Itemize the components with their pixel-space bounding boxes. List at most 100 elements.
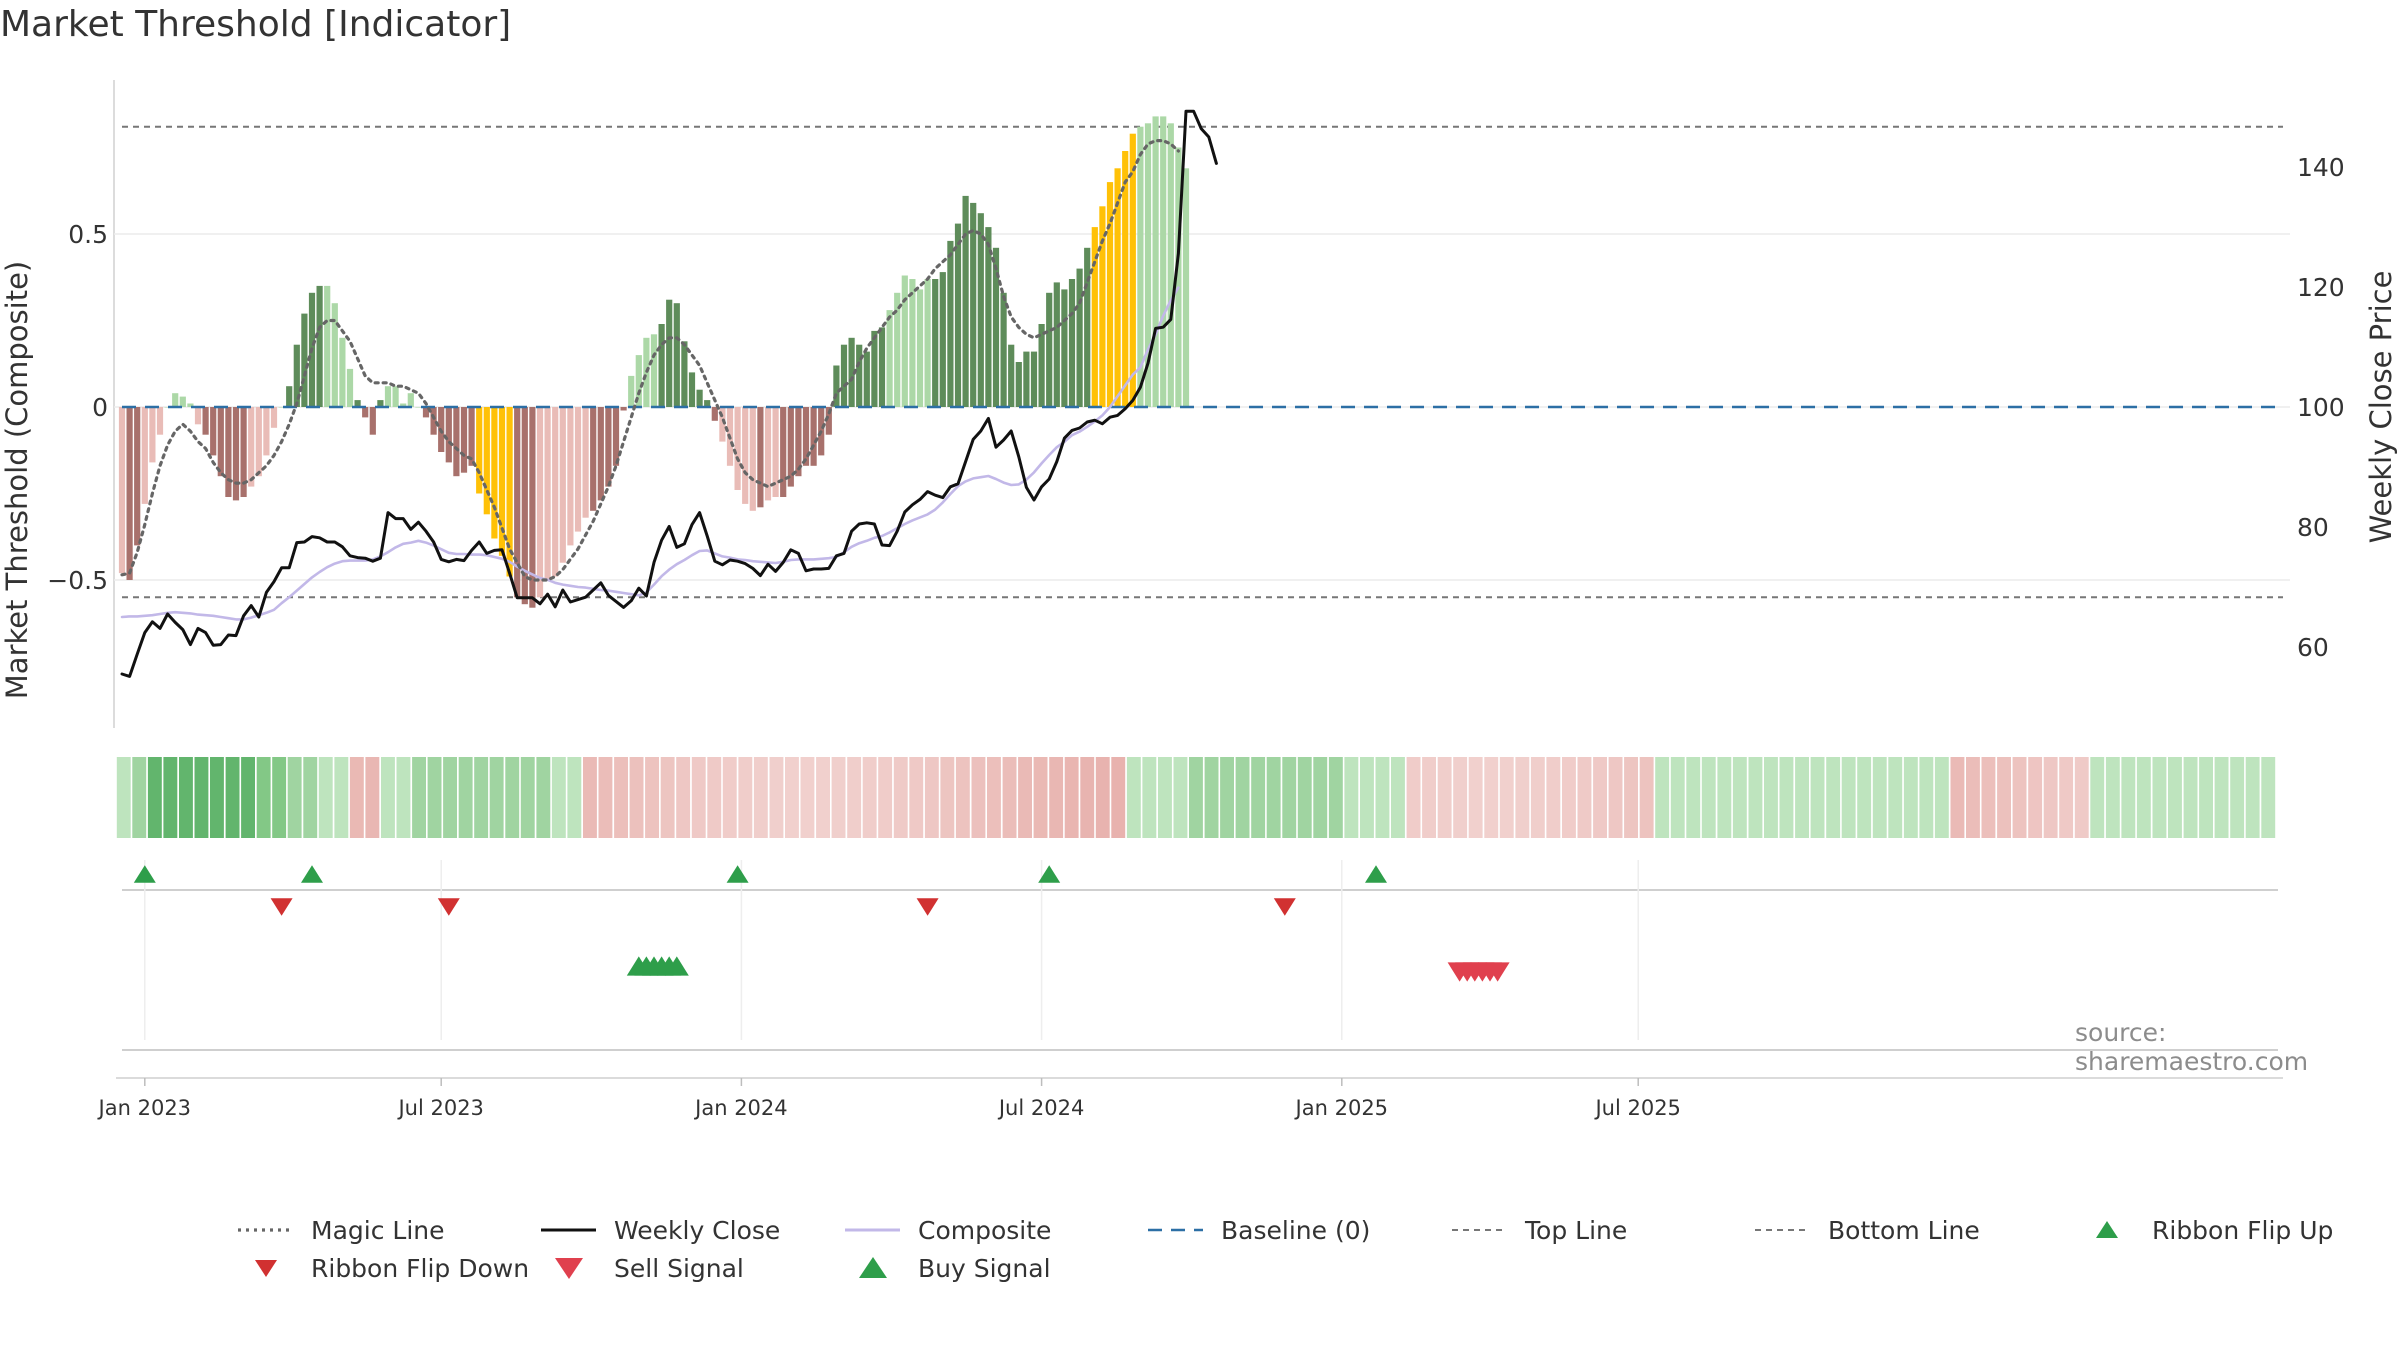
composite-bar bbox=[460, 407, 468, 473]
ribbon-segment bbox=[1701, 757, 1716, 838]
x-tick-label: Jan 2024 bbox=[693, 1096, 788, 1120]
ribbon-flip-down-marker bbox=[437, 898, 460, 916]
weekly-close-line bbox=[120, 109, 1218, 678]
composite-bar bbox=[916, 289, 924, 407]
composite-bar bbox=[894, 292, 901, 407]
ribbon-segment bbox=[2183, 757, 2198, 838]
composite-bar bbox=[1152, 116, 1159, 408]
ribbon-segment bbox=[660, 757, 675, 838]
ribbon-segment bbox=[334, 757, 349, 838]
y-left-tick-label: −0.5 bbox=[47, 566, 108, 595]
composite-bar bbox=[962, 195, 969, 407]
ribbon-segment bbox=[287, 757, 302, 838]
composite-bar bbox=[331, 303, 338, 407]
composite-bar bbox=[498, 407, 506, 556]
ribbon-segment bbox=[707, 757, 722, 838]
composite-bar bbox=[650, 334, 658, 407]
composite-bar bbox=[529, 407, 536, 608]
composite-bar bbox=[217, 407, 224, 477]
ribbon-segment bbox=[2230, 757, 2245, 838]
composite-bar bbox=[863, 351, 870, 407]
ribbon-segment bbox=[1670, 757, 1685, 838]
composite-bar bbox=[1114, 168, 1121, 407]
ribbon-segment bbox=[1328, 757, 1343, 838]
composite-bar bbox=[1144, 123, 1152, 408]
composite-bar bbox=[324, 285, 331, 407]
legend-label: Bottom Line bbox=[1828, 1216, 1980, 1245]
composite-bar bbox=[286, 386, 293, 407]
composite-bar bbox=[468, 407, 475, 466]
composite-bar bbox=[544, 407, 551, 580]
composite-bar bbox=[164, 407, 171, 408]
ribbon-segment bbox=[722, 757, 737, 838]
composite-bar bbox=[1061, 289, 1068, 407]
composite-bar bbox=[590, 407, 597, 511]
composite-bar bbox=[172, 393, 179, 407]
ribbon-segment bbox=[691, 757, 706, 838]
ribbon-segment bbox=[1095, 757, 1110, 838]
composite-bar bbox=[240, 407, 247, 497]
ribbon-segment bbox=[1375, 757, 1390, 838]
ribbon-segment bbox=[893, 757, 908, 838]
legend-item: Baseline (0) bbox=[1148, 1216, 1370, 1245]
ribbon-segment bbox=[971, 757, 986, 838]
chart-title: Market Threshold [Indicator] bbox=[0, 4, 512, 45]
ribbon-segment bbox=[1018, 757, 1032, 838]
ribbon-segment bbox=[1158, 757, 1172, 838]
y-left-tick-label: 0 bbox=[92, 393, 108, 422]
ribbon-segment bbox=[2136, 757, 2151, 838]
composite-bar bbox=[552, 407, 559, 577]
composite-bar bbox=[126, 407, 133, 580]
ribbon-segment bbox=[1282, 757, 1297, 838]
y-right-tick-label: 140 bbox=[2297, 153, 2345, 182]
composite-bar bbox=[795, 407, 802, 477]
ribbon-segment bbox=[505, 757, 520, 838]
ribbon-segment bbox=[474, 757, 489, 838]
composite-bar bbox=[1099, 206, 1106, 407]
ribbon-segment bbox=[1220, 757, 1234, 838]
ribbon-segment bbox=[785, 757, 799, 838]
ribbon-segment bbox=[831, 757, 846, 838]
ribbon-segment bbox=[1686, 757, 1701, 838]
ribbon-segment bbox=[1204, 757, 1219, 838]
ribbon-segment bbox=[163, 757, 178, 838]
composite-bar bbox=[384, 386, 392, 407]
composite-bar bbox=[582, 407, 589, 518]
left-axis: 0.5 0 −0.5 60 80 100 120 140 bbox=[47, 80, 2345, 728]
composite-bar bbox=[901, 275, 908, 407]
ribbon-flip-up-marker bbox=[726, 865, 749, 883]
ribbon-segment bbox=[629, 757, 644, 838]
composite-bar bbox=[1122, 151, 1129, 407]
composite-bar bbox=[932, 279, 939, 407]
composite-bar bbox=[909, 279, 916, 407]
legend-label: Weekly Close bbox=[614, 1216, 780, 1245]
legend-label: Buy Signal bbox=[918, 1254, 1051, 1283]
ribbon-segment bbox=[2261, 757, 2276, 838]
composite-bar bbox=[491, 407, 498, 539]
composite-bar bbox=[1129, 133, 1136, 407]
ribbon-segment bbox=[2105, 757, 2120, 838]
composite-bar bbox=[514, 407, 521, 598]
legend-item: Top Line bbox=[1452, 1216, 1627, 1245]
legend-swatch-sell bbox=[555, 1258, 583, 1279]
composite-bar bbox=[666, 299, 673, 407]
ribbon-segment bbox=[1732, 757, 1747, 838]
ribbon-segment bbox=[1903, 757, 1918, 838]
ribbon-segment bbox=[847, 757, 862, 838]
y-left-tick-label: 0.5 bbox=[68, 220, 108, 249]
composite-bar bbox=[187, 403, 194, 407]
ribbon-segment bbox=[1997, 757, 2011, 838]
composite-bar bbox=[202, 407, 209, 435]
ribbon-segment bbox=[1857, 757, 1872, 838]
ribbon-segment bbox=[1624, 757, 1638, 838]
composite-bar bbox=[1053, 282, 1060, 407]
composite-bar bbox=[1091, 227, 1098, 407]
composite-bar bbox=[248, 407, 255, 487]
composite-bar bbox=[521, 407, 528, 605]
ribbon-segment bbox=[1608, 757, 1623, 838]
ribbon-segment bbox=[427, 757, 442, 838]
ribbon-segment bbox=[1468, 757, 1483, 838]
ribbon-segment bbox=[2121, 757, 2136, 838]
source-credit: source: sharemaestro.com bbox=[2075, 1018, 2309, 1076]
ribbon-segment bbox=[1002, 757, 1017, 838]
